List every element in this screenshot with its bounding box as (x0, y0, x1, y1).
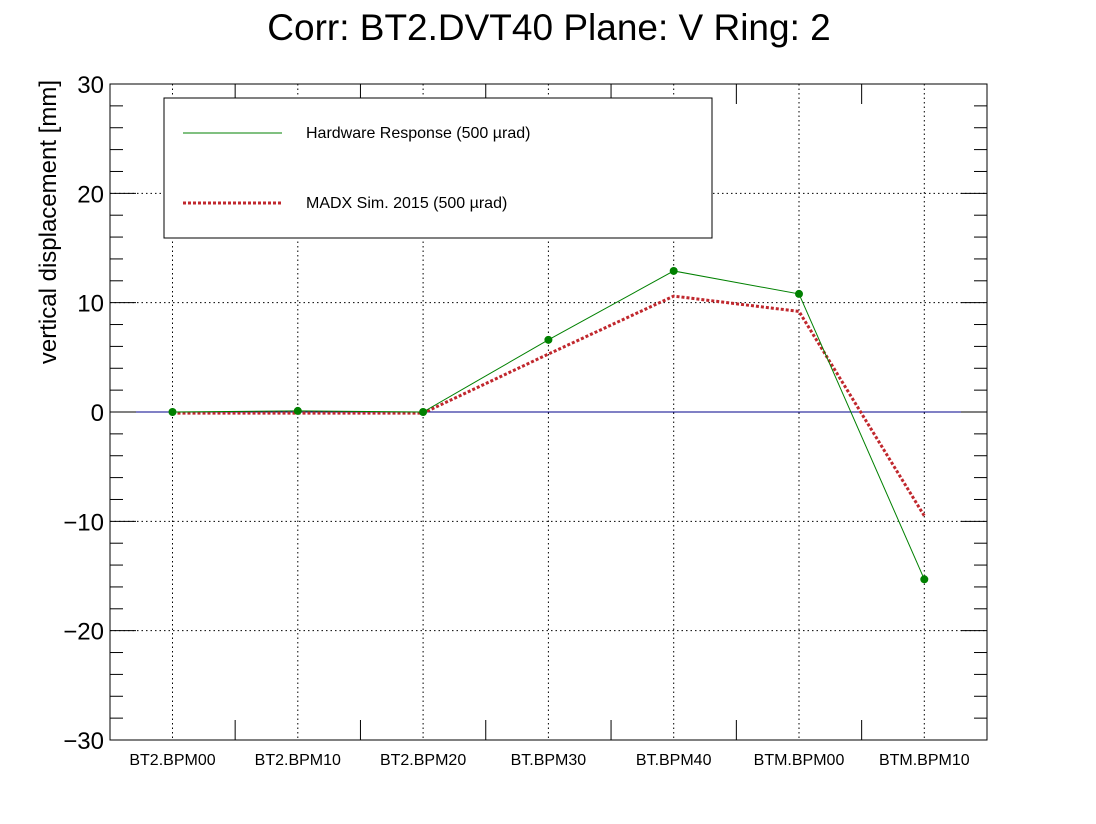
legend-label-hardware: Hardware Response (500 µrad) (306, 125, 530, 142)
data-point-hardware (168, 408, 177, 416)
data-point-hardware (795, 289, 803, 298)
y-tick-label: −30 (63, 728, 104, 755)
data-point-hardware (920, 575, 929, 584)
x-tick-label: BT2.BPM20 (380, 752, 466, 769)
x-tick-label: BT.BPM30 (511, 752, 587, 769)
y-tick-labels: 30 20 10 0 −10 −20 −30 (63, 72, 104, 755)
x-tick-label: BT2.BPM10 (255, 752, 341, 769)
data-point-hardware (544, 335, 553, 344)
y-axis-label: vertical displacement [mm] (35, 80, 62, 364)
data-point-hardware (669, 266, 678, 275)
x-tick-label: BTM.BPM00 (754, 752, 845, 769)
y-tick-label: 0 (91, 400, 104, 427)
chart-title: Corr: BT2.DVT40 Plane: V Ring: 2 (267, 7, 830, 48)
x-tick-labels: BT2.BPM00 BT2.BPM10 BT2.BPM20 BT.BPM30 BT.BP… (129, 752, 969, 769)
legend: Hardware Response (500 µrad) MADX Sim. 2… (163, 97, 713, 239)
legend-box (163, 97, 713, 239)
data-point-hardware (419, 408, 428, 416)
series-line-hardware (172, 270, 925, 580)
y-tick-label: 10 (77, 291, 104, 318)
x-tick-label: BT2.BPM00 (129, 752, 215, 769)
series-line-madx (172, 294, 926, 517)
y-tick-label: −20 (63, 619, 104, 646)
x-tick-label: BT.BPM40 (636, 752, 712, 769)
data-point-hardware (293, 406, 302, 415)
x-tick-label: BTM.BPM10 (879, 752, 970, 769)
y-tick-label: 30 (77, 72, 104, 99)
y-tick-label: −10 (63, 509, 104, 536)
y-tick-label: 20 (77, 181, 104, 208)
legend-label-madx: MADX Sim. 2015 (500 µrad) (306, 195, 507, 212)
series-group (168, 266, 929, 584)
